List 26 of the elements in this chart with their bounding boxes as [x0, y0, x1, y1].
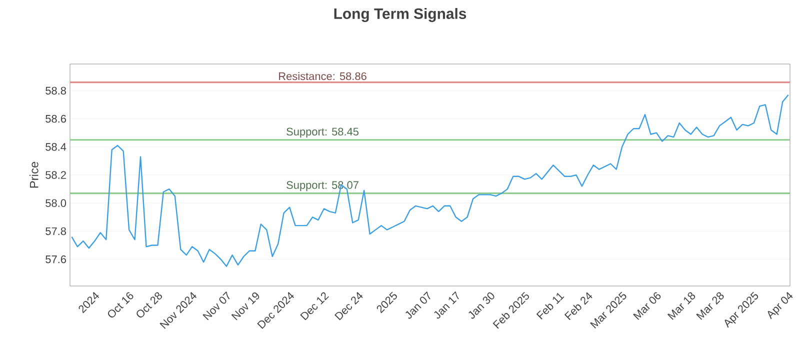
y-axis-title: Price: [30, 162, 38, 188]
y-tick-label: 58.6: [46, 114, 66, 123]
x-tick-label: Nov 07: [202, 291, 230, 320]
y-tick-label: 58.2: [46, 171, 66, 179]
x-tick-label: Apr 04: [768, 292, 793, 320]
y-tick-label: 57.6: [46, 255, 66, 264]
x-tick-label: Oct 16: [108, 292, 134, 318]
x-tick-label: Jan 07: [406, 291, 430, 319]
y-tick-label: 58.8: [46, 86, 66, 95]
ref-line-label: Resistance: 58.86: [279, 72, 366, 80]
ref-line-label: Support: 58.45: [286, 128, 358, 138]
chart-title: Long Term Signals: [334, 8, 466, 22]
x-tick-label: Nov 19: [231, 292, 260, 320]
y-tick-label: 58.4: [46, 143, 66, 151]
x-tick-label: Jan 30: [468, 292, 494, 319]
x-tick-label: Feb 11: [536, 292, 564, 320]
x-tick-label: Mar 28: [696, 292, 724, 320]
y-tick-label: 58.0: [46, 199, 66, 207]
x-tick-label: Oct 28: [136, 292, 162, 318]
x-tick-label: Mar 06: [633, 292, 661, 320]
x-tick-label: Feb 24: [564, 292, 592, 320]
y-tick-label: 57.8: [46, 227, 66, 236]
x-tick-label: Mar 18: [667, 292, 696, 320]
x-tick-label: Dec 12: [300, 292, 329, 320]
x-tick-label: Dec 24: [334, 292, 363, 320]
x-tick-label: Jan 17: [434, 291, 459, 319]
